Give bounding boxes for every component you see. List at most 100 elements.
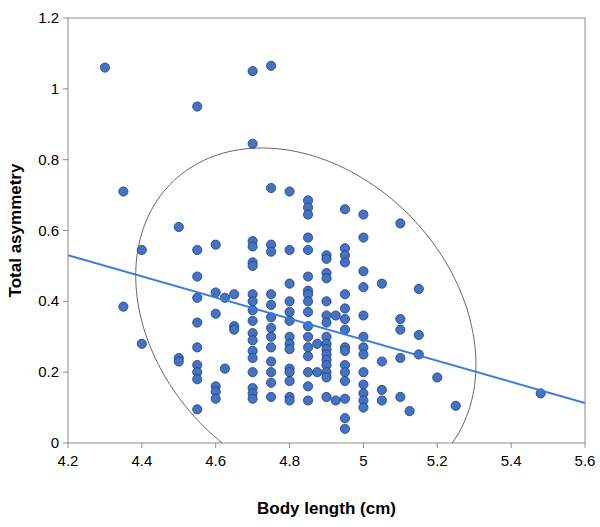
data-point bbox=[322, 318, 331, 327]
y-tick-label: 0.6 bbox=[38, 222, 59, 239]
data-point bbox=[359, 403, 368, 412]
data-point bbox=[137, 339, 146, 348]
data-point bbox=[248, 336, 257, 345]
data-point bbox=[303, 210, 312, 219]
data-point bbox=[377, 357, 386, 366]
data-point bbox=[193, 375, 202, 384]
data-point bbox=[285, 396, 294, 405]
data-point bbox=[248, 139, 257, 148]
data-point bbox=[396, 392, 405, 401]
data-point bbox=[359, 311, 368, 320]
data-point bbox=[193, 293, 202, 302]
data-point bbox=[137, 245, 146, 254]
data-point bbox=[303, 332, 312, 341]
x-tick bbox=[437, 443, 438, 448]
data-point bbox=[303, 297, 312, 306]
data-point bbox=[414, 284, 423, 293]
y-tick bbox=[63, 443, 68, 444]
y-tick-label: 0.8 bbox=[38, 151, 59, 168]
y-axis-title: Total asymmetry bbox=[6, 163, 25, 297]
data-point bbox=[193, 245, 202, 254]
x-tick bbox=[68, 443, 69, 448]
x-tick bbox=[585, 443, 586, 448]
data-point bbox=[285, 368, 294, 377]
data-point bbox=[303, 233, 312, 242]
data-point bbox=[285, 279, 294, 288]
data-point bbox=[193, 405, 202, 414]
data-point bbox=[303, 368, 312, 377]
data-point bbox=[359, 380, 368, 389]
data-point bbox=[359, 210, 368, 219]
data-point bbox=[248, 353, 257, 362]
data-point bbox=[230, 325, 239, 334]
y-tick bbox=[63, 159, 68, 160]
y-tick bbox=[63, 88, 68, 89]
data-point bbox=[340, 424, 349, 433]
data-point bbox=[322, 274, 331, 283]
data-point bbox=[322, 254, 331, 263]
data-point bbox=[303, 382, 312, 391]
data-point bbox=[303, 245, 312, 254]
data-point bbox=[267, 368, 276, 377]
x-tick-label: 4.2 bbox=[58, 452, 79, 469]
data-point bbox=[340, 205, 349, 214]
data-point bbox=[285, 307, 294, 316]
x-tick-label: 5.2 bbox=[427, 452, 448, 469]
data-point bbox=[267, 323, 276, 332]
data-point bbox=[313, 339, 322, 348]
data-point bbox=[248, 261, 257, 270]
data-point bbox=[359, 267, 368, 276]
data-point bbox=[303, 343, 312, 352]
data-point bbox=[174, 222, 183, 231]
data-point bbox=[248, 67, 257, 76]
data-point bbox=[267, 300, 276, 309]
data-point bbox=[193, 318, 202, 327]
data-point bbox=[267, 183, 276, 192]
data-point bbox=[267, 378, 276, 387]
data-point bbox=[230, 290, 239, 299]
data-point bbox=[211, 394, 220, 403]
data-point bbox=[303, 352, 312, 361]
chart: 00.20.40.60.811.24.24.44.64.855.25.45.6B… bbox=[0, 0, 600, 527]
data-point bbox=[433, 373, 442, 382]
data-point bbox=[285, 345, 294, 354]
data-point bbox=[340, 314, 349, 323]
data-point bbox=[211, 309, 220, 318]
y-tick bbox=[63, 18, 68, 19]
plot-area bbox=[68, 61, 585, 443]
data-point bbox=[340, 290, 349, 299]
y-tick-label: 0 bbox=[51, 434, 59, 451]
x-tick-label: 4.6 bbox=[205, 452, 226, 469]
data-point bbox=[396, 325, 405, 334]
y-tick-label: 1.2 bbox=[38, 9, 59, 26]
data-point bbox=[359, 350, 368, 359]
data-point bbox=[248, 297, 257, 306]
data-point bbox=[193, 343, 202, 352]
x-tick-label: 5 bbox=[359, 452, 367, 469]
data-point bbox=[119, 187, 128, 196]
data-point bbox=[340, 368, 349, 377]
data-point bbox=[248, 242, 257, 251]
data-point bbox=[267, 392, 276, 401]
data-point bbox=[331, 311, 340, 320]
data-point bbox=[331, 396, 340, 405]
data-point bbox=[340, 394, 349, 403]
x-tick bbox=[511, 443, 512, 448]
data-point bbox=[267, 332, 276, 341]
data-point bbox=[211, 240, 220, 249]
y-tick-label: 0.4 bbox=[38, 292, 59, 309]
x-tick-label: 4.8 bbox=[279, 452, 300, 469]
data-point bbox=[377, 396, 386, 405]
data-point bbox=[359, 283, 368, 292]
data-point bbox=[119, 302, 128, 311]
data-point bbox=[248, 394, 257, 403]
data-point bbox=[303, 396, 312, 405]
data-point bbox=[285, 297, 294, 306]
data-point bbox=[405, 407, 414, 416]
y-tick bbox=[63, 301, 68, 302]
data-point bbox=[248, 368, 257, 377]
data-point bbox=[414, 330, 423, 339]
data-point bbox=[303, 307, 312, 316]
data-point bbox=[359, 368, 368, 377]
x-tick bbox=[215, 443, 216, 448]
